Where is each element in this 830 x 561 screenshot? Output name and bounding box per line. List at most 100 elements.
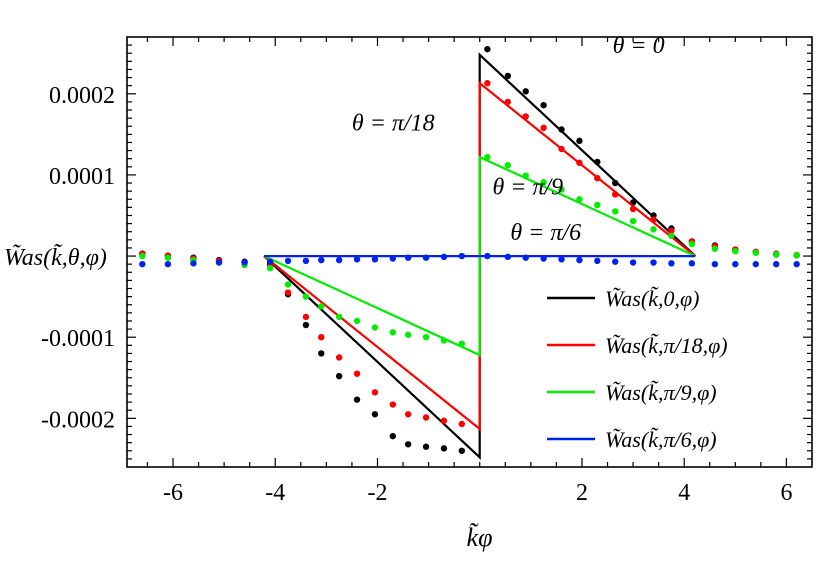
data-point xyxy=(404,411,412,418)
data-point xyxy=(773,251,780,258)
x-tick-label: -2 xyxy=(367,480,387,506)
data-point xyxy=(504,253,512,261)
data-point xyxy=(668,260,675,267)
data-point xyxy=(522,254,529,261)
data-point xyxy=(688,240,696,248)
data-point xyxy=(484,153,491,161)
data-point xyxy=(164,254,172,261)
legend-entry: W̃as(k̃,0,φ) xyxy=(605,286,699,311)
data-point xyxy=(650,259,657,266)
theta-annotation: θ = π/18 xyxy=(352,110,435,136)
data-point xyxy=(353,317,361,325)
data-point xyxy=(793,260,800,268)
y-tick-label: -0.0001 xyxy=(41,326,115,352)
data-point xyxy=(558,145,565,153)
data-point xyxy=(139,260,146,268)
data-point xyxy=(458,447,466,454)
series-3 xyxy=(139,252,800,268)
data-point xyxy=(422,254,430,261)
data-point xyxy=(540,101,547,109)
data-point xyxy=(629,259,637,266)
data-point xyxy=(522,172,529,179)
data-point xyxy=(422,443,430,450)
data-point xyxy=(773,260,780,268)
theta-annotation: θ = 0 xyxy=(613,33,665,59)
data-point xyxy=(504,98,512,106)
theta-annotation: θ = π/9 xyxy=(493,174,564,200)
data-point xyxy=(318,303,325,310)
data-point xyxy=(594,257,601,265)
data-point xyxy=(389,329,397,336)
data-point xyxy=(164,260,172,268)
data-point xyxy=(284,281,292,288)
data-point xyxy=(484,45,491,53)
data-point xyxy=(711,260,719,268)
data-point xyxy=(302,257,310,265)
data-point xyxy=(389,432,397,440)
x-axis-label: k̃φ xyxy=(467,523,493,552)
data-point xyxy=(440,337,448,344)
data-point xyxy=(611,208,619,215)
data-point xyxy=(389,401,397,408)
data-point xyxy=(540,179,547,186)
data-point xyxy=(335,256,343,264)
data-point xyxy=(266,265,274,272)
data-point xyxy=(215,259,223,266)
series-2 xyxy=(139,153,800,357)
data-point xyxy=(318,333,325,341)
data-point xyxy=(629,217,637,225)
data-point xyxy=(190,260,197,267)
data-point xyxy=(611,258,619,265)
data-point xyxy=(522,113,529,120)
data-point xyxy=(371,411,379,418)
theta-annotation: θ = π/6 xyxy=(510,220,581,246)
data-point xyxy=(752,260,759,268)
data-point xyxy=(266,258,274,265)
data-point xyxy=(241,259,248,266)
data-point xyxy=(458,340,466,347)
plot-frame xyxy=(126,36,813,468)
data-point xyxy=(594,174,601,182)
data-point xyxy=(540,124,547,132)
data-point xyxy=(558,126,565,133)
data-point xyxy=(650,226,657,233)
legend: W̃as(k̃,0,φ) W̃as(k̃,π/18,φ) W̃as(k̃,π/9,φ… xyxy=(547,286,728,452)
data-point xyxy=(318,256,325,264)
data-point xyxy=(484,80,491,87)
data-point xyxy=(422,333,430,341)
series-1 xyxy=(139,80,800,432)
data-point xyxy=(335,313,343,321)
data-point xyxy=(404,331,412,338)
data-point xyxy=(629,205,637,213)
y-axis-label: W̃as(k̃,θ,φ) xyxy=(4,243,107,271)
data-point xyxy=(504,72,512,80)
data-point xyxy=(668,227,675,235)
x-tick-label: 4 xyxy=(678,480,690,506)
data-point xyxy=(353,396,361,403)
x-tick-label: -6 xyxy=(163,480,183,506)
data-point xyxy=(302,313,310,321)
data-point xyxy=(284,289,292,296)
data-point xyxy=(458,420,466,428)
data-point xyxy=(284,257,292,265)
data-point xyxy=(458,252,466,260)
y-tick-label: 0.0001 xyxy=(49,164,115,190)
legend-entry: W̃as(k̃,π/6,φ) xyxy=(605,427,717,452)
data-point xyxy=(752,249,759,257)
legend-entry: W̃as(k̃,π/18,φ) xyxy=(605,333,728,358)
data-point xyxy=(522,88,529,95)
data-point xyxy=(688,260,696,267)
data-point xyxy=(440,417,448,424)
y-tick-label: 0.0002 xyxy=(49,83,115,109)
data-point xyxy=(732,247,739,255)
data-point xyxy=(353,256,361,263)
data-point xyxy=(793,252,800,259)
data-point xyxy=(594,201,601,209)
data-point xyxy=(650,216,657,223)
data-point xyxy=(422,414,430,421)
data-point xyxy=(404,254,412,261)
plot-area xyxy=(126,36,813,468)
data-point xyxy=(335,372,343,380)
data-point xyxy=(371,389,379,396)
